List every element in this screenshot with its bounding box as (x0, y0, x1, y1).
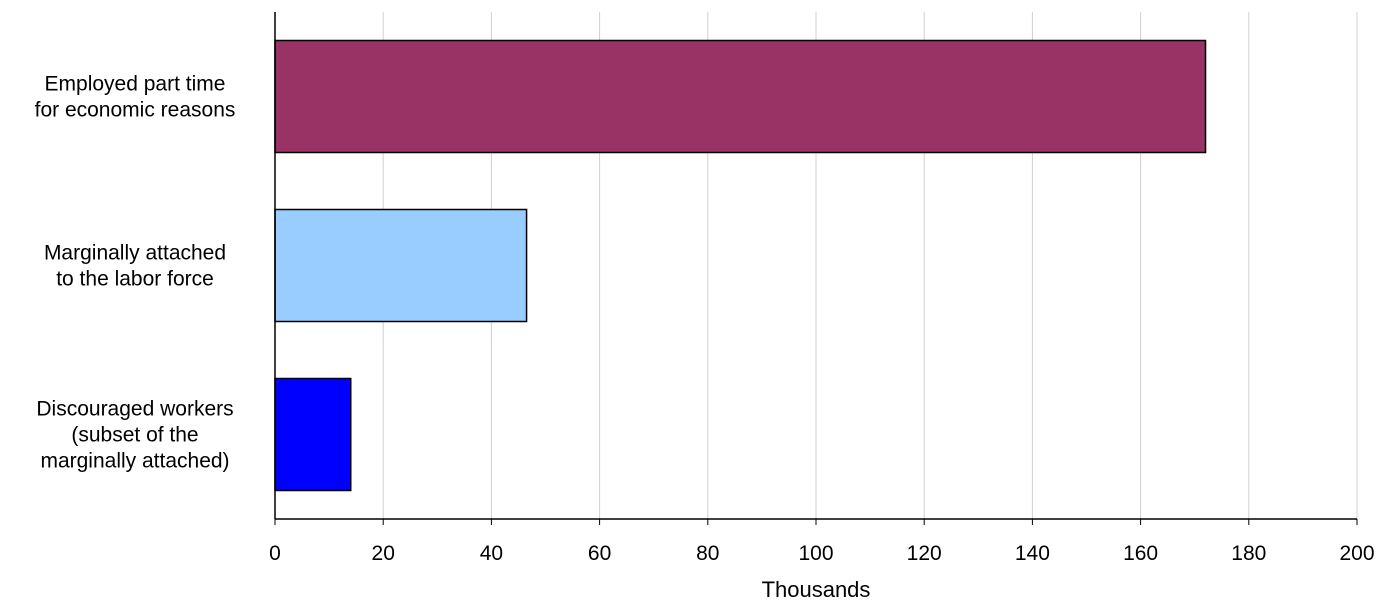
x-tick-label: 140 (1015, 542, 1050, 565)
x-tick-label: 60 (588, 542, 611, 565)
category-label-line: (subset of the (71, 424, 198, 447)
category-label: Discouraged workers (subset of the margina… (36, 398, 233, 473)
category-label-line: for economic reasons (35, 99, 236, 122)
category-label: Marginally attached to the labor force (44, 242, 226, 291)
bars (274, 39, 1207, 492)
x-tick-label: 100 (798, 542, 833, 565)
bar-1 (274, 208, 528, 323)
x-tick-label: 180 (1231, 542, 1266, 565)
bar-2 (274, 377, 352, 492)
category-label-line: Marginally attached (44, 242, 226, 265)
category-label-line: Employed part time (45, 73, 226, 96)
category-label-line: Discouraged workers (36, 398, 233, 421)
x-tick-label: 20 (372, 542, 395, 565)
x-axis-title: Thousands (762, 577, 871, 600)
x-tick-label: 160 (1123, 542, 1158, 565)
category-label-line: marginally attached) (40, 450, 229, 473)
x-tick-label: 200 (1339, 542, 1374, 565)
x-tick-label: 0 (269, 542, 281, 565)
x-tick-label: 80 (696, 542, 719, 565)
category-label-line: to the labor force (56, 268, 214, 291)
x-tick-label: 120 (907, 542, 942, 565)
x-tick-label: 40 (480, 542, 503, 565)
bar-0 (274, 39, 1207, 154)
y-axis-labels: Employed part time for economic reasons Ma… (35, 73, 236, 473)
x-axis-ticks: 0 20 40 60 80 100 120 140 160 180 200 (269, 519, 1375, 565)
category-label: Employed part time for economic reasons (35, 73, 236, 122)
